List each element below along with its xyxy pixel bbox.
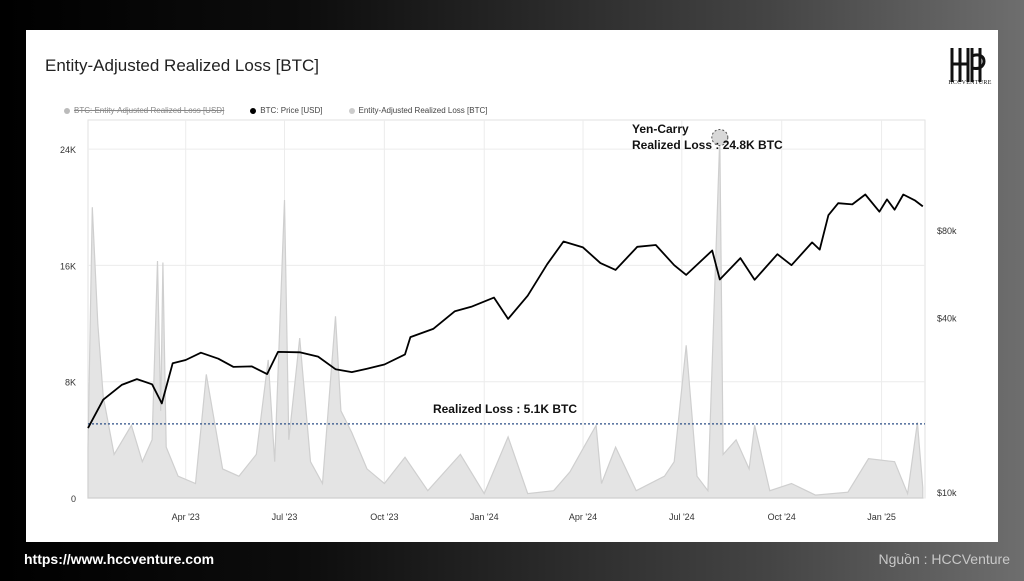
x-axis-tick-label: Apr '24: [569, 512, 597, 522]
right-axis-tick-label: $80k: [937, 226, 957, 236]
x-axis-tick-label: Jul '24: [669, 512, 695, 522]
footer-url[interactable]: https://www.hccventure.com: [24, 551, 215, 567]
right-axis-tick-label: $40k: [937, 313, 957, 323]
right-axis-tick-label: $10k: [937, 488, 957, 498]
x-axis-tick-label: Jan '24: [470, 512, 499, 522]
hccventure-logo-icon: [950, 48, 986, 82]
x-axis-tick-label: Jul '23: [272, 512, 298, 522]
legend-label: Entity-Adjusted Realized Loss [BTC]: [358, 106, 488, 115]
x-axis-tick-label: Oct '23: [370, 512, 398, 522]
legend-label: BTC: Entity-Adjusted Realized Loss [USD]: [74, 106, 225, 115]
x-axis-tick-label: Apr '23: [172, 512, 200, 522]
footer-source: Nguồn : HCCVenture: [878, 551, 1010, 567]
realized-loss-area: [87, 137, 924, 499]
logo-wordmark: HCCVENTURE: [948, 80, 992, 86]
annotation-title: Yen-Carry: [632, 122, 689, 136]
legend-item-loss-usd[interactable]: BTC: Entity-Adjusted Realized Loss [USD]: [64, 106, 224, 115]
chart-legend: BTC: Entity-Adjusted Realized Loss [USD]…: [64, 106, 487, 115]
left-axis-tick-label: 8K: [65, 378, 76, 388]
legend-item-price[interactable]: BTC: Price [USD]: [250, 106, 323, 115]
annotation-value: Realized Loss : 24.8K BTC: [632, 138, 783, 152]
legend-swatch: [250, 107, 257, 114]
x-axis-tick-label: Oct '24: [768, 512, 796, 522]
reference-line-label: Realized Loss : 5.1K BTC: [433, 402, 577, 416]
legend-label: BTC: Price [USD]: [260, 106, 323, 115]
left-axis-tick-label: 0: [71, 494, 76, 504]
x-axis-tick-label: Jan '25: [867, 512, 896, 522]
chart-title: Entity-Adjusted Realized Loss [BTC]: [45, 56, 320, 75]
legend-swatch: [64, 107, 70, 114]
legend-swatch: [348, 107, 355, 114]
left-axis-tick-label: 24K: [60, 145, 76, 155]
left-axis-tick-label: 16K: [60, 261, 76, 271]
btc-price-line: [87, 193, 924, 429]
annotation-marker: [711, 128, 729, 146]
legend-item-loss-btc[interactable]: Entity-Adjusted Realized Loss [BTC]: [348, 106, 488, 115]
